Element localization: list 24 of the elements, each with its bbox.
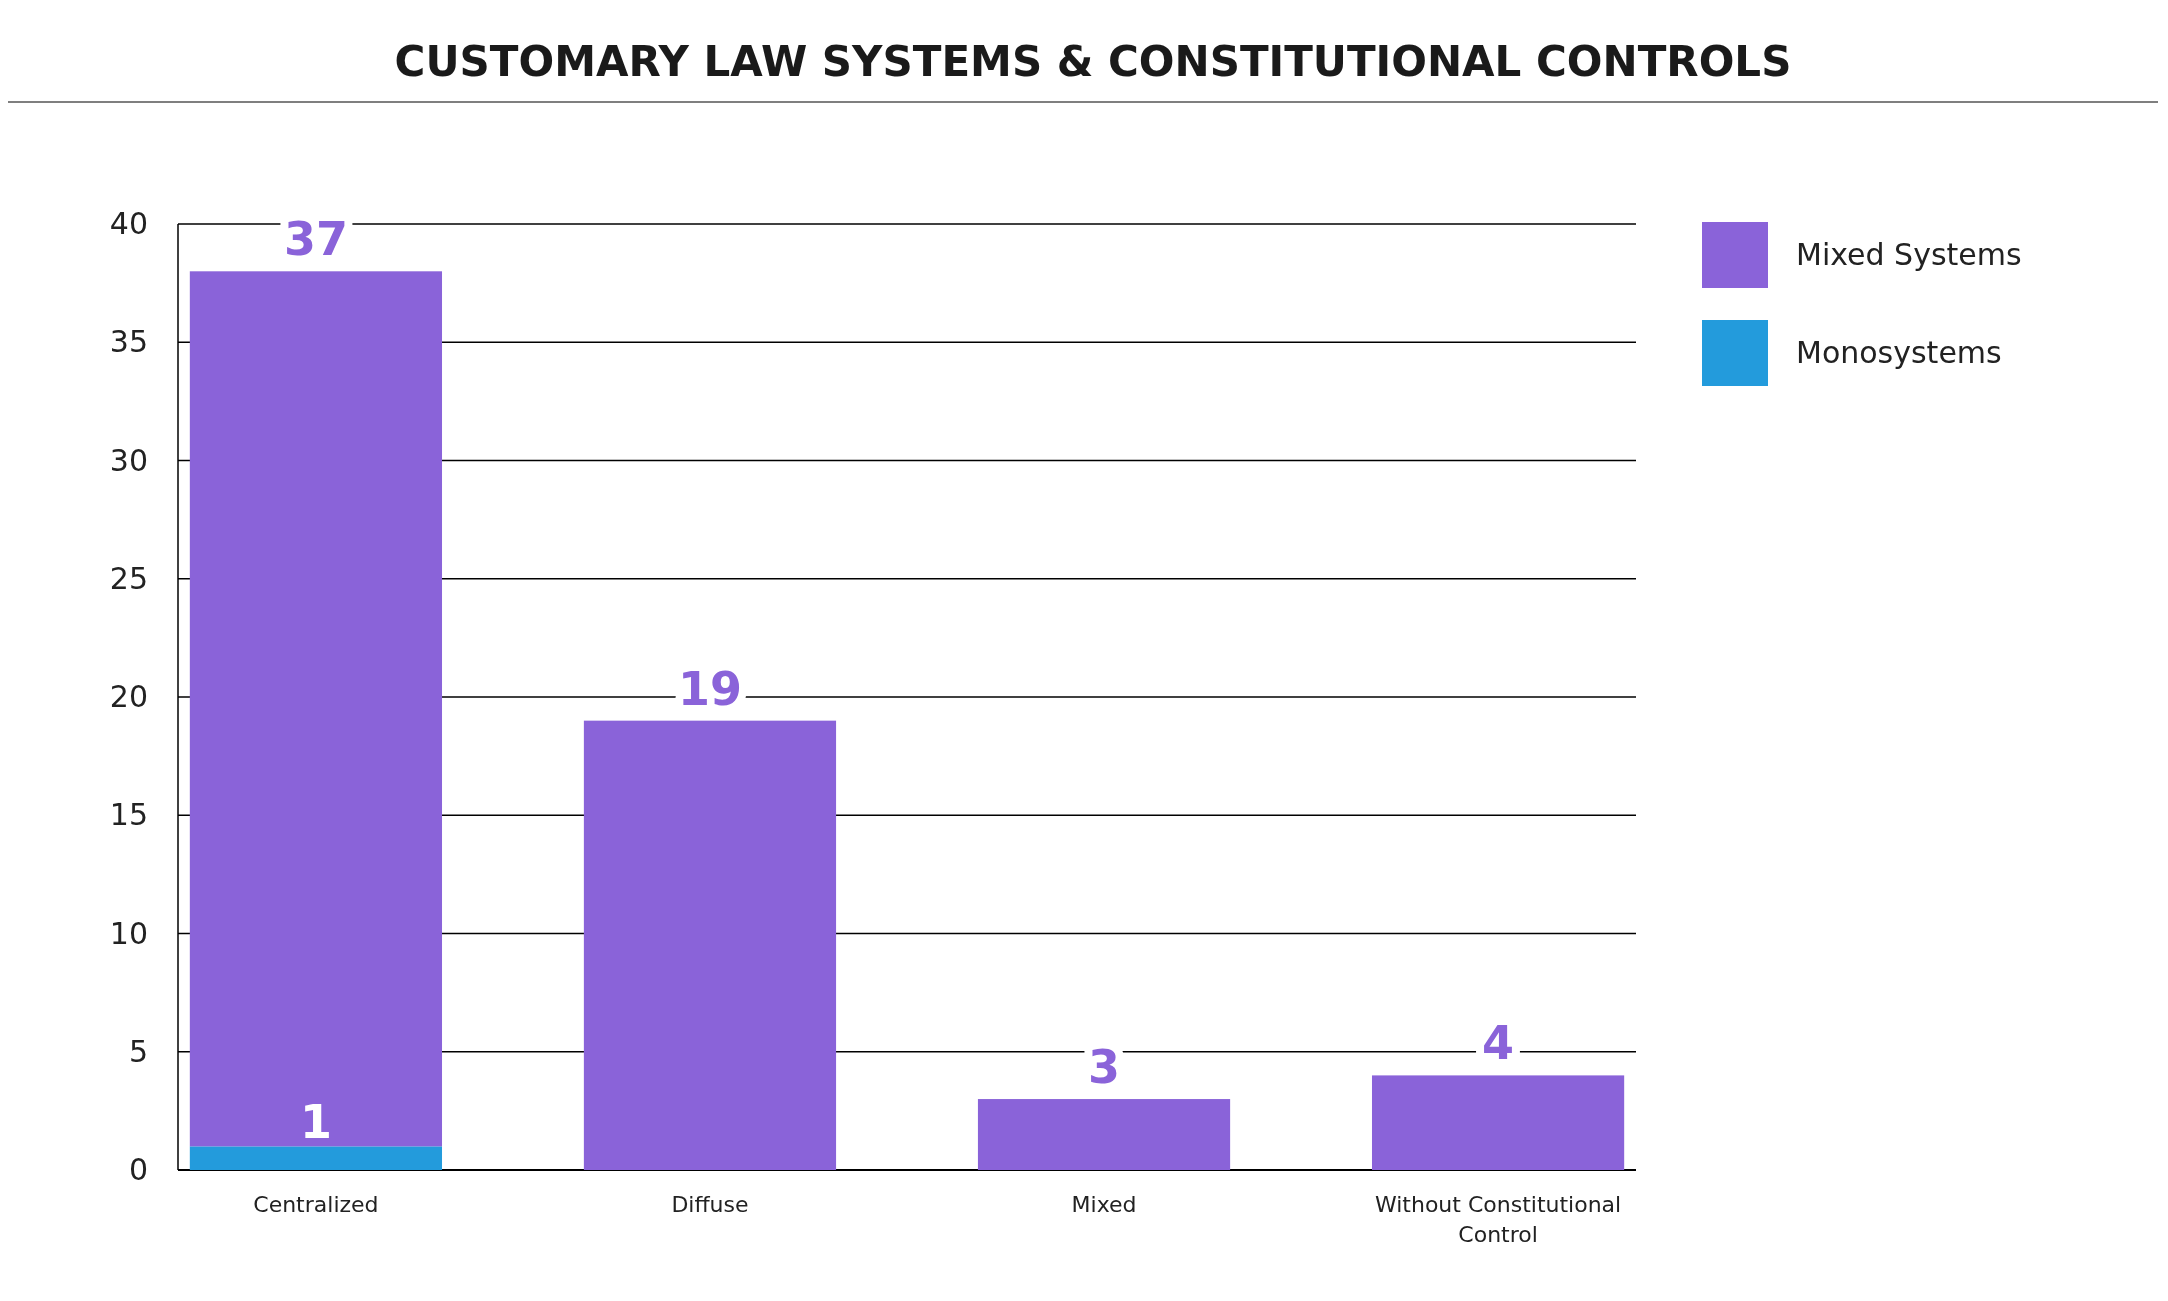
bar [1371,1075,1625,1170]
y-tick-label: 25 [109,560,148,596]
legend-label: Monosystems [1796,335,2002,370]
y-tick-label: 0 [128,1152,148,1187]
legend-label: Mixed Systems [1796,237,2022,272]
y-tick-label: 10 [109,915,148,951]
y-tick-label: 5 [128,1033,148,1069]
chart-title: CUSTOMARY LAW SYSTEMS & CONSTITUTIONAL CONTROLS [394,37,1792,86]
data-label: 37 [283,212,348,267]
y-tick-label: 40 [109,206,148,241]
data-label: 3 [1088,1040,1121,1095]
y-tick-label: 20 [109,679,148,714]
x-tick-label: Diffuse [671,1192,749,1217]
bar [977,1099,1231,1170]
bar [583,720,837,1170]
data-label: 1 [299,1095,332,1150]
x-tick-label: Without Constitutional Control [1374,1192,1622,1247]
x-tick-label: Mixed [1071,1192,1137,1217]
y-tick-label: 15 [109,797,148,833]
bar [189,271,443,1147]
y-tick-label: 35 [109,324,148,360]
x-tick-label: Centralized [253,1192,379,1217]
bar [189,1146,443,1170]
y-tick-label: 30 [109,442,148,478]
